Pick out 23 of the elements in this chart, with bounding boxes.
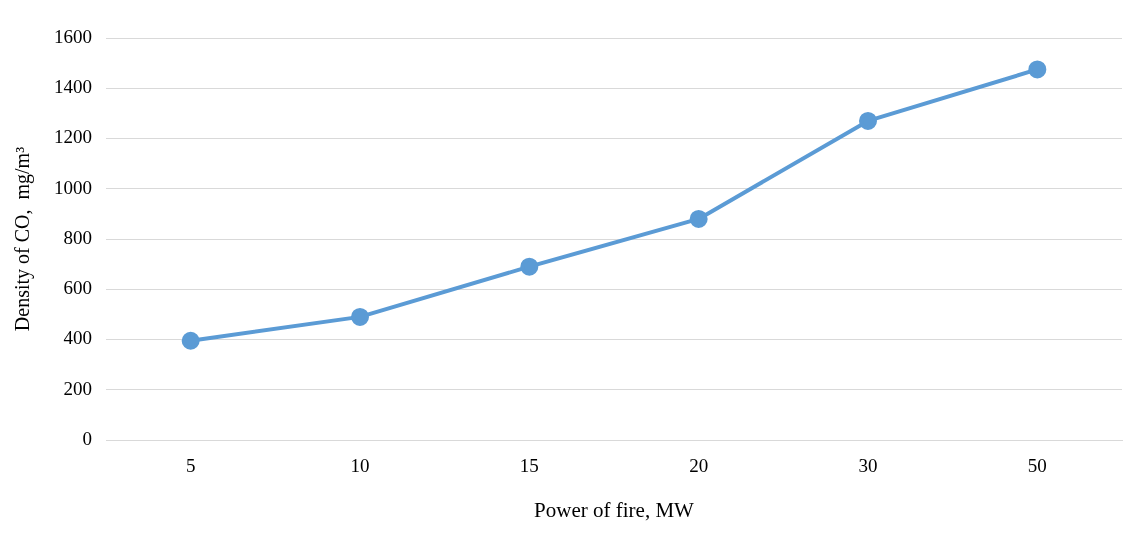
point	[351, 307, 369, 326]
x-tick-label: 30	[858, 455, 878, 477]
point	[859, 111, 877, 130]
y-tick-label: 0	[82, 427, 92, 449]
y-tick-label: 1600	[54, 25, 92, 47]
y-tick-label: 200	[63, 377, 92, 399]
x-axis-title: Power of fire, MW	[534, 497, 695, 522]
y-tick-label: 1000	[54, 176, 92, 198]
y-tick-label: 1200	[54, 126, 92, 148]
point	[689, 209, 708, 228]
x-tick-label: 20	[689, 455, 709, 477]
point	[520, 257, 539, 276]
point	[181, 331, 200, 350]
y-tick-label: 800	[63, 226, 92, 248]
x-tick-label: 15	[519, 455, 539, 477]
y-axis-title: Density of CO, mg/m³	[11, 146, 35, 332]
y-tick-label: 600	[63, 277, 92, 299]
x-tick-label: 50	[1027, 455, 1047, 477]
x-tick-label: 5	[185, 455, 196, 477]
y-tick-label: 1400	[54, 76, 92, 98]
x-tick-label: 10	[350, 455, 370, 477]
y-tick-label: 400	[63, 327, 92, 349]
point	[1028, 60, 1047, 79]
